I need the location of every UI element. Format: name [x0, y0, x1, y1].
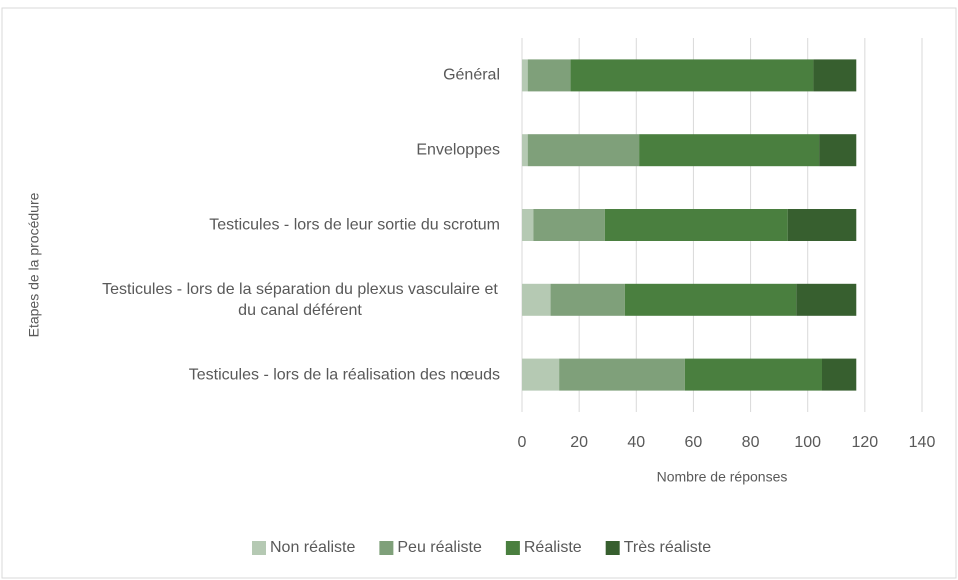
x-tick-label: 100 [794, 434, 821, 451]
x-tick-label: 20 [570, 434, 588, 451]
x-tick-label: 0 [518, 434, 527, 451]
x-tick-label: 60 [685, 434, 703, 451]
bar-segment [813, 59, 857, 92]
y-tick-label: Testicules - lors de la séparation du pl… [100, 279, 500, 321]
x-tick-label: 80 [742, 434, 760, 451]
bar-segment [522, 59, 528, 92]
bar-segment [624, 283, 797, 316]
bar-segment [604, 209, 788, 241]
bar-segment [822, 358, 857, 391]
bar-segment [570, 59, 814, 92]
category-text: Enveloppes [416, 141, 500, 159]
bar-segment [639, 134, 820, 167]
legend-label: Réaliste [524, 539, 582, 556]
bar-segment [527, 59, 571, 92]
bar-segment [522, 358, 560, 391]
legend-label: Peu réaliste [397, 539, 482, 556]
bar-segment [819, 134, 857, 167]
category-text: Testicules - lors de la séparation du pl… [102, 280, 498, 319]
y-tick-label: Enveloppes [416, 140, 500, 161]
legend-swatch [252, 541, 266, 555]
bar-segment [522, 134, 528, 167]
bar-segment [533, 209, 605, 241]
legend-swatch [605, 541, 620, 555]
bar-segment [527, 134, 640, 167]
x-tick-label: 40 [627, 434, 645, 451]
category-text: Testicules - lors de leur sortie du scro… [209, 216, 500, 234]
bar-segment [522, 283, 551, 316]
bar-segment [559, 358, 685, 391]
bar-segment [684, 358, 822, 391]
bar-segment [522, 209, 534, 241]
y-tick-label: Testicules - lors de la réalisation des … [189, 364, 500, 385]
bar-segment [796, 283, 857, 316]
legend-label: Très réaliste [624, 539, 712, 556]
x-axis-title: Nombre de réponses [657, 469, 788, 485]
category-text: Testicules - lors de la réalisation des … [188, 366, 500, 384]
legend-label: Non réaliste [270, 539, 355, 556]
category-text: Général [443, 66, 500, 84]
bar-segment [550, 283, 625, 316]
bar-segment [787, 209, 857, 241]
y-axis-title: Etapes de la procédure [26, 192, 42, 337]
legend-swatch [379, 541, 394, 555]
y-tick-label: Général [443, 65, 500, 86]
x-tick-label: 140 [909, 434, 936, 451]
y-tick-label: Testicules - lors de leur sortie du scro… [209, 215, 500, 236]
x-tick-label: 120 [852, 434, 879, 451]
legend-swatch [505, 541, 520, 555]
